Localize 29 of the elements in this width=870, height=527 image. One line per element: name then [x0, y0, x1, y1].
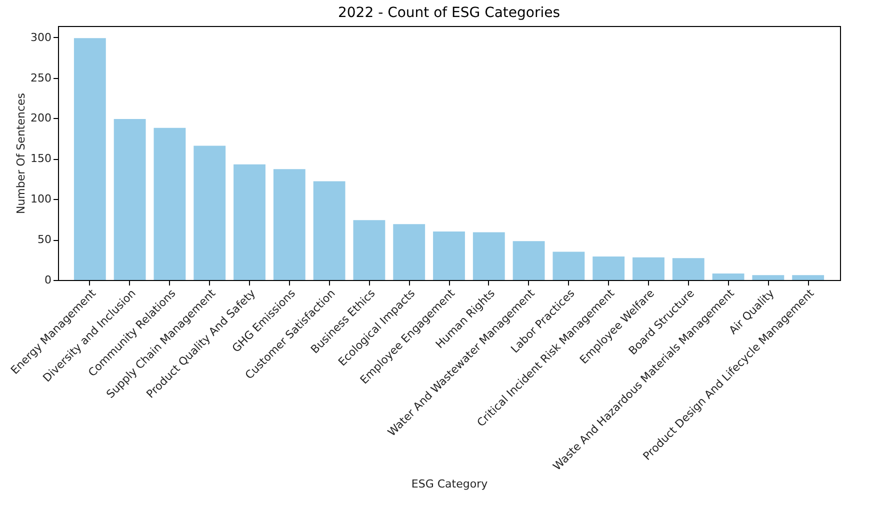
y-tick-label: 250 — [30, 71, 52, 84]
y-tick-label: 300 — [30, 30, 52, 44]
bar — [194, 146, 226, 280]
y-tick-label: 200 — [30, 112, 52, 125]
chart-title: 2022 - Count of ESG Categories — [338, 5, 560, 21]
bar — [672, 258, 704, 280]
bar — [273, 169, 306, 280]
bar — [74, 38, 106, 280]
y-tick-label: 100 — [30, 192, 52, 206]
bar — [472, 232, 505, 280]
bar — [632, 257, 664, 280]
y-axis-title: Number Of Sentences — [14, 92, 28, 214]
bar — [752, 275, 784, 280]
bar — [114, 119, 146, 280]
bar — [552, 252, 585, 280]
bar — [313, 181, 346, 280]
bar — [512, 241, 545, 280]
y-tick-label: 0 — [44, 274, 52, 286]
bar — [792, 275, 824, 280]
x-axis-title: ESG Category — [411, 477, 488, 490]
bar — [393, 224, 426, 280]
y-tick-label: 50 — [38, 233, 52, 246]
bar — [154, 128, 186, 280]
bar — [234, 164, 266, 280]
bar — [712, 274, 744, 280]
bar — [433, 231, 465, 280]
bar — [353, 220, 386, 280]
bar — [592, 256, 625, 280]
y-tick-label: 150 — [30, 152, 52, 166]
